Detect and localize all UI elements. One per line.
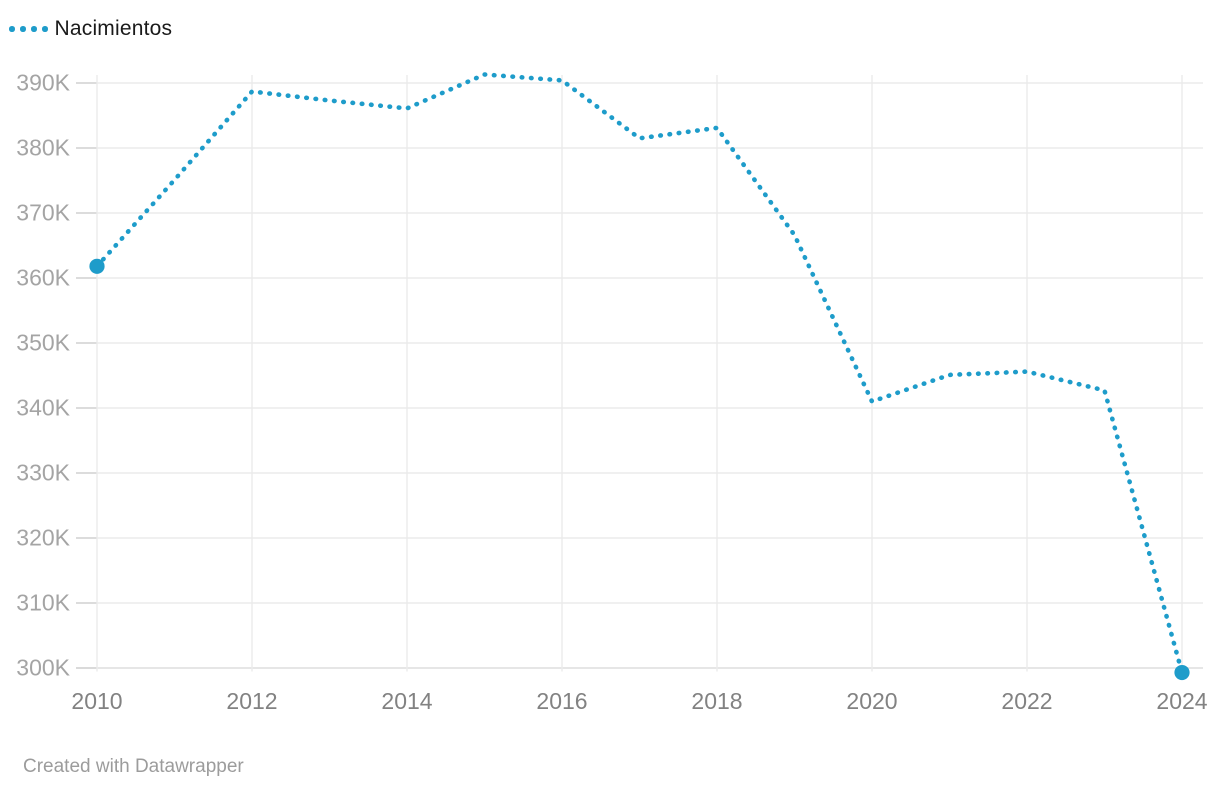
line-chart-canvas: 300K 310K 320K 330K 340K 350K 360K 370K 380K 390K… [16,70,1208,714]
series-start-marker[interactable] [89,258,105,274]
x-axis-tick-label: 2012 [226,688,277,714]
y-axis-tick-label: 350K [16,330,70,356]
x-axis-tick-label: 2022 [1001,688,1052,714]
y-axis-tick-label: 380K [16,135,70,161]
x-axis-tick-label: 2024 [1156,688,1207,714]
legend-dot-icon [31,26,37,32]
x-axis-tick-label: 2016 [536,688,587,714]
y-axis-tick-label: 360K [16,265,70,291]
y-axis-tick-label: 330K [16,460,70,486]
x-axis-tick-label: 2018 [691,688,742,714]
chart-legend: Nacimientos [9,17,172,41]
legend-dot-icon [20,26,26,32]
legend-dot-icon [9,26,15,32]
attribution-text: Created with Datawrapper [23,756,244,777]
y-axis-tick-label: 340K [16,395,70,421]
y-axis-tick-label: 370K [16,200,70,226]
dotted-line-legend-swatch [9,26,49,32]
legend-label-nacimientos: Nacimientos [54,17,173,40]
y-axis-tick-label: 390K [16,70,70,96]
x-axis-tick-label: 2014 [381,688,432,714]
x-axis-tick-label: 2020 [846,688,897,714]
y-axis-tick-label: 320K [16,525,70,551]
series-end-marker[interactable] [1174,664,1190,681]
legend-dot-icon [42,26,48,32]
x-axis-tick-label: 2010 [71,688,122,714]
y-axis-tick-label: 310K [16,590,70,616]
y-axis-tick-label: 300K [16,655,70,681]
nacimientos-dotted-line[interactable] [94,72,1185,675]
